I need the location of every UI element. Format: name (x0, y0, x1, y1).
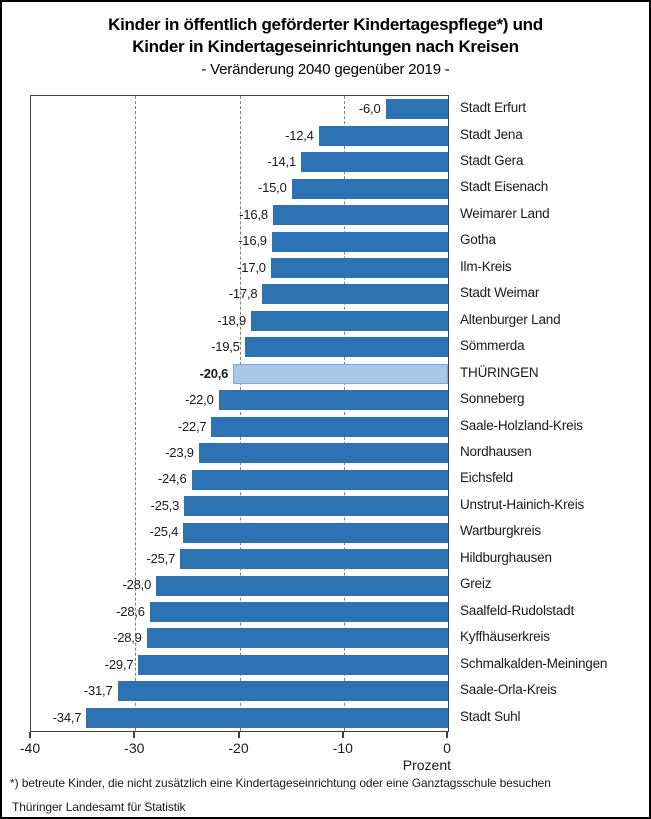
value-label: -20,6 (199, 365, 229, 381)
title-line-2: Kinder in Kindertageseinrichtungen nach … (132, 37, 519, 56)
gridline (135, 96, 137, 731)
value-label: -18,9 (217, 312, 246, 328)
value-label: -17,8 (228, 286, 258, 302)
value-label: -25,7 (146, 550, 176, 566)
category-label: Stadt Gera (460, 152, 524, 168)
category-label: Hildburghausen (460, 549, 552, 565)
value-label: -17,0 (237, 259, 266, 275)
category-label: Stadt Jena (460, 126, 523, 142)
category-label: Nordhausen (460, 444, 532, 459)
axis-tick-label: -10 (332, 740, 353, 756)
category-label: Stadt Erfurt (460, 100, 526, 115)
value-label: -34,7 (52, 709, 82, 725)
plot-area: -6,0 -12,4 -14,1 -15,0 -16,8 -16,9 -17,0 -17,8 -… (30, 95, 449, 732)
value-label: -16,8 (239, 206, 268, 222)
bar (301, 152, 448, 173)
x-axis-title: Prozent (402, 757, 451, 773)
bar (184, 496, 448, 517)
bar (149, 601, 448, 622)
bar (270, 258, 448, 278)
category-label: Altenburger Land (460, 311, 561, 327)
value-label: -22,0 (184, 392, 214, 407)
value-label: -6,0 (358, 101, 381, 116)
value-label: -28,0 (122, 577, 152, 593)
axis-tick (133, 731, 136, 738)
category-label: Wartburgkreis (460, 523, 541, 539)
axis-tick-label: 0 (443, 740, 451, 756)
category-label: Sömmerda (460, 338, 525, 354)
bar (211, 416, 448, 437)
value-label: -15,0 (257, 180, 287, 196)
title-line-1: Kinder in öffentlich geförderter Kindert… (108, 15, 543, 34)
chart-subtitle: - Veränderung 2040 gegenüber 2019 - (201, 61, 450, 78)
value-label: -23,9 (165, 445, 194, 460)
value-label: -22,7 (177, 418, 207, 434)
value-label: -24,6 (157, 471, 187, 487)
bar (138, 654, 448, 675)
bar (291, 178, 448, 199)
value-label: -16,9 (238, 233, 267, 249)
bar (218, 390, 448, 411)
value-label: -31,7 (83, 683, 113, 699)
bar (180, 549, 448, 569)
category-label: Stadt Eisenach (460, 179, 549, 195)
category-label: Gotha (460, 232, 496, 248)
value-label: -19,5 (211, 339, 240, 355)
category-label: Eichsfeld (460, 470, 513, 486)
category-label: Weimarer Land (460, 205, 550, 221)
bar (318, 125, 448, 146)
bar (251, 310, 448, 331)
axis-tick-label: -30 (124, 740, 145, 756)
bar (271, 231, 448, 252)
bar (272, 205, 448, 226)
category-label: Stadt Weimar (460, 285, 540, 301)
gridline (343, 96, 345, 731)
bar (191, 469, 448, 490)
axis-tick (446, 731, 448, 738)
category-label: Schmalkalden-Meiningen (460, 655, 608, 671)
bar (244, 337, 448, 358)
source: Thüringer Landesamt für Statistik (12, 800, 186, 814)
value-label: -28,9 (113, 630, 142, 646)
axis-tick (341, 731, 344, 738)
bar (117, 681, 448, 702)
category-label: Stadt Suhl (460, 708, 521, 724)
bar (385, 99, 448, 120)
chart-title: Kinder in öffentlich geförderter Kindert… (2, 14, 649, 80)
bar (86, 707, 448, 728)
category-label: Kyffhäuserkreis (460, 629, 550, 645)
axis-tick (237, 731, 240, 738)
value-label: -28,6 (116, 603, 145, 619)
value-label: -25,4 (149, 524, 179, 540)
bar (183, 522, 448, 543)
category-label: Ilm-Kreis (460, 258, 512, 274)
bar (262, 284, 448, 305)
category-label: Saalfeld-Rudolstadt (460, 602, 575, 618)
category-label: THÜRINGEN (460, 364, 539, 380)
value-label: -25,3 (150, 497, 180, 513)
value-label: -12,4 (285, 127, 314, 143)
category-label: Saale-Holzland-Kreis (460, 417, 583, 433)
category-label-column: Stadt Erfurt Stadt Jena Stadt Gera Stadt Ei… (460, 95, 645, 730)
bar (156, 575, 448, 596)
value-label: -29,7 (104, 656, 134, 672)
category-label: Greiz (460, 576, 492, 592)
bar (146, 628, 448, 649)
value-label: -14,1 (267, 153, 296, 169)
axis-tick-label: -20 (228, 740, 249, 756)
bar (198, 443, 448, 464)
axis-tick-label: -40 (19, 740, 41, 756)
category-label: Unstrut-Hainich-Kreis (460, 496, 585, 512)
axis-tick (29, 731, 31, 738)
footnote: *) betreute Kinder, die nicht zusätzlich… (10, 776, 551, 790)
category-label: Saale-Orla-Kreis (460, 682, 557, 698)
category-label: Sonneberg (460, 391, 525, 406)
gridline (239, 96, 241, 731)
bar (233, 363, 448, 384)
